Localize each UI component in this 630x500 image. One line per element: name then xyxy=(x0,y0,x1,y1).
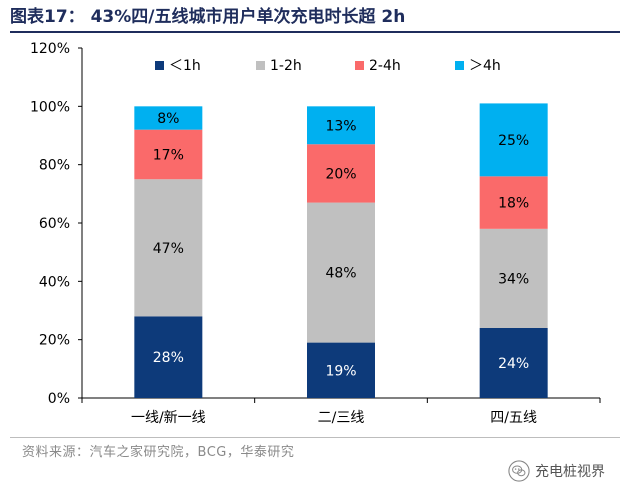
source-note: 资料来源：汽车之家研究院，BCG，华泰研究 xyxy=(22,445,295,460)
y-tick-label: 100% xyxy=(30,99,70,115)
data-label: 48% xyxy=(325,266,356,282)
data-label: 24% xyxy=(498,356,529,372)
bar-segment xyxy=(307,342,375,398)
legend-swatch xyxy=(155,61,164,70)
watermark: 充电桩视界 xyxy=(508,460,605,482)
bar-segment xyxy=(134,316,203,398)
y-tick-label: 60% xyxy=(39,216,70,232)
bar-segment xyxy=(479,328,548,398)
legend-swatch xyxy=(256,61,265,70)
x-tick-label: 二/三线 xyxy=(318,410,365,426)
bar-segment xyxy=(134,129,203,180)
legend-label: ＞4h xyxy=(469,58,501,74)
bar-segment xyxy=(307,202,375,343)
wechat-icon xyxy=(508,460,530,482)
data-label: 25% xyxy=(498,133,529,149)
bar-segment xyxy=(479,103,548,177)
data-label: 13% xyxy=(325,118,356,134)
bar-segment xyxy=(134,106,203,130)
watermark-text: 充电桩视界 xyxy=(535,464,605,480)
bar-segment xyxy=(307,106,375,145)
legend-label: 2-4h xyxy=(369,58,401,74)
y-axis: 0% 20% 40% 60% 80% 100% 120% xyxy=(30,41,83,407)
bar-segment xyxy=(307,144,375,203)
bar-segment xyxy=(134,179,203,317)
y-tick-label: 0% xyxy=(48,391,70,407)
legend-swatch xyxy=(455,61,464,70)
x-tick-label: 一线/新一线 xyxy=(131,410,206,426)
data-label: 18% xyxy=(498,196,529,212)
legend-label: 1-2h xyxy=(270,58,302,74)
bar-segment xyxy=(479,176,548,229)
data-label: 47% xyxy=(153,241,184,257)
figure-title: 图表17： 43%四/五线城市用户单次充电时长超 2h xyxy=(10,7,406,27)
legend-label: ＜1h xyxy=(169,58,201,74)
y-tick-label: 120% xyxy=(30,41,70,57)
bars: 28% 47% 17% 8% 19% 48% 20% 13% 24% 34% 18% 25% xyxy=(134,103,548,398)
title-rule xyxy=(10,31,620,33)
data-label: 34% xyxy=(498,271,529,287)
data-label: 20% xyxy=(325,166,356,182)
data-label: 17% xyxy=(153,147,184,163)
x-axis: 一线/新一线 二/三线 四/五线 xyxy=(81,397,601,426)
y-tick-label: 20% xyxy=(39,333,70,349)
bar-segment xyxy=(479,228,548,328)
y-tick-label: 80% xyxy=(39,158,70,174)
data-label: 28% xyxy=(153,350,184,366)
y-tick-label: 40% xyxy=(39,274,70,290)
footer-rule xyxy=(10,437,620,438)
data-label: 8% xyxy=(157,111,179,127)
stacked-bar-chart: 0% 20% 40% 60% 80% 100% 120% 一线/新一线 二/三线 四/五线 28… xyxy=(30,41,601,426)
data-label: 19% xyxy=(325,363,356,379)
legend: ＜1h 1-2h 2-4h ＞4h xyxy=(155,58,501,74)
legend-swatch xyxy=(355,61,364,70)
x-tick-label: 四/五线 xyxy=(490,410,537,426)
